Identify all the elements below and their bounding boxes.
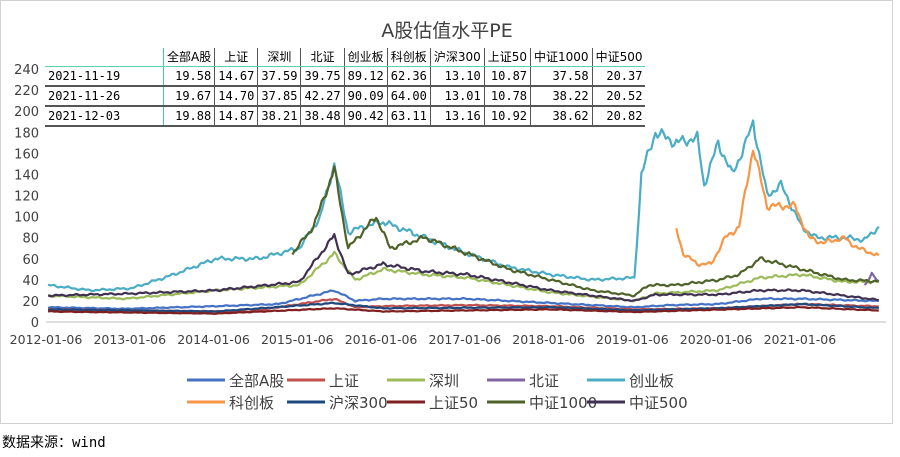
- table-header: 全部A股: [162, 48, 215, 67]
- table-row: 2021-12-03 19.88 14.87 38.21 38.48 90.42 63.11…: [45, 106, 646, 127]
- y-tick-label: 100: [14, 211, 39, 226]
- series-line-0: [47, 289, 879, 311]
- y-tick-label: 140: [14, 168, 39, 183]
- table-row: 2021-11-26 19.67 14.70 37.85 42.27 90.09 64.00…: [45, 86, 646, 107]
- table-header-row: 全部A股 上证 深圳 北证 创业板 科创板 沪深300 上证50 中证1000 …: [45, 48, 646, 67]
- table-cell: 38.21: [257, 106, 301, 127]
- legend-label: 深圳: [429, 372, 459, 390]
- table-cell: 14.70: [214, 86, 258, 107]
- table-cell: 10.92: [483, 106, 531, 127]
- legend-label: 中证500: [629, 394, 688, 412]
- y-tick-label: 60: [22, 253, 39, 268]
- table-cell: 39.75: [300, 66, 345, 87]
- table-cell: 20.37: [591, 66, 646, 87]
- table-row: 2021-11-19 19.58 14.67 37.59 39.75 89.12 62.36…: [45, 66, 646, 87]
- source-note: 数据来源：wind: [2, 435, 106, 451]
- x-tick-label: 2014-01-06: [177, 332, 250, 347]
- table-cell: 64.00: [386, 86, 431, 107]
- table-cell: 38.22: [530, 86, 593, 107]
- x-tick-label: 2012-01-06: [10, 332, 83, 347]
- chart-frame: A股估值水平PE 0 20 40 60 80 100 120 140 160 180 200 220 24…: [0, 0, 893, 424]
- table-cell: 42.27: [300, 86, 345, 107]
- y-tick-label: 40: [22, 274, 39, 289]
- table-header: 北证: [300, 48, 345, 67]
- y-tick-label: 120: [14, 190, 39, 205]
- table-cell: 89.12: [343, 66, 388, 87]
- table-cell: 20.52: [591, 86, 646, 107]
- table-header: 中证1000: [530, 48, 593, 67]
- x-tick-label: 2018-01-06: [512, 332, 585, 347]
- series-line-2: [47, 250, 879, 303]
- table-cell: 37.85: [257, 86, 301, 107]
- table-cell: 2021-12-03: [45, 106, 164, 127]
- table-cell: 37.58: [530, 66, 593, 87]
- table-cell: 13.01: [429, 86, 485, 107]
- series-line-3: [863, 271, 880, 286]
- x-tick-label: 2015-01-06: [261, 332, 334, 347]
- series-line-7: [47, 305, 879, 315]
- x-tick-label: 2020-01-06: [680, 332, 753, 347]
- table-cell: 2021-11-26: [45, 86, 164, 107]
- table-cell: 90.42: [343, 106, 388, 127]
- table-cell: 38.48: [300, 106, 345, 127]
- x-tick-label: 2017-01-06: [429, 332, 502, 347]
- y-tick-label: 180: [14, 126, 39, 141]
- x-tick-label: 2016-01-06: [345, 332, 418, 347]
- table-cell: 19.58: [162, 66, 215, 87]
- series-line-6: [47, 301, 880, 313]
- table-cell: 90.09: [343, 86, 388, 107]
- table-header: 上证50: [483, 48, 531, 67]
- table-cell: 63.11: [386, 106, 431, 127]
- y-tick-label: 240: [14, 63, 39, 78]
- legend-label: 上证: [329, 372, 359, 390]
- table-cell: 62.36: [386, 66, 431, 87]
- table-cell: 14.67: [214, 66, 258, 87]
- table-header: 创业板: [343, 48, 388, 67]
- chart-title: A股估值水平PE: [381, 20, 512, 42]
- y-tick-label: 160: [14, 147, 39, 162]
- y-tick-label: 220: [14, 84, 39, 99]
- table-cell: 10.87: [483, 66, 531, 87]
- table-cell: 13.10: [429, 66, 485, 87]
- y-tick-label: 80: [22, 232, 39, 247]
- y-tick-label: 200: [14, 105, 39, 120]
- pe-line-chart: A股估值水平PE 0 20 40 60 80 100 120 140 160 180 200 220 24…: [10, 20, 886, 412]
- table-header: 科创板: [386, 48, 431, 67]
- table-header: [45, 48, 164, 67]
- table-cell: 10.78: [483, 86, 531, 107]
- legend-label: 全部A股: [229, 372, 284, 390]
- legend-label: 上证50: [429, 394, 478, 412]
- legend-label: 科创板: [229, 394, 274, 412]
- pe-table: 全部A股 上证 深圳 北证 创业板 科创板 沪深300 上证50 中证1000 …: [45, 48, 646, 127]
- table-header: 深圳: [257, 48, 301, 67]
- table-cell: 2021-11-19: [45, 66, 164, 87]
- table-cell: 20.82: [591, 106, 646, 127]
- legend-label: 中证1000: [529, 394, 597, 412]
- x-tick-label: 2021-01-06: [764, 332, 837, 347]
- x-tick-label: 2013-01-06: [93, 332, 166, 347]
- y-tick-label: 20: [22, 295, 39, 310]
- series-line-5: [675, 149, 880, 268]
- table-cell: 19.67: [162, 86, 215, 107]
- table-cell: 19.88: [162, 106, 215, 127]
- series-line-8: [291, 165, 879, 298]
- legend-label: 创业板: [629, 372, 674, 390]
- table-header: 沪深300: [429, 48, 485, 67]
- legend-label: 北证: [529, 372, 559, 390]
- series-line-9: [47, 233, 879, 302]
- table-cell: 38.62: [530, 106, 593, 127]
- table-header: 上证: [214, 48, 258, 67]
- table-cell: 14.87: [214, 106, 258, 127]
- x-tick-label: 2019-01-06: [596, 332, 669, 347]
- table-header: 中证500: [591, 48, 646, 67]
- table-cell: 37.59: [257, 66, 301, 87]
- y-tick-label: 0: [31, 316, 39, 331]
- table-cell: 13.16: [429, 106, 485, 127]
- legend-label: 沪深300: [329, 394, 388, 412]
